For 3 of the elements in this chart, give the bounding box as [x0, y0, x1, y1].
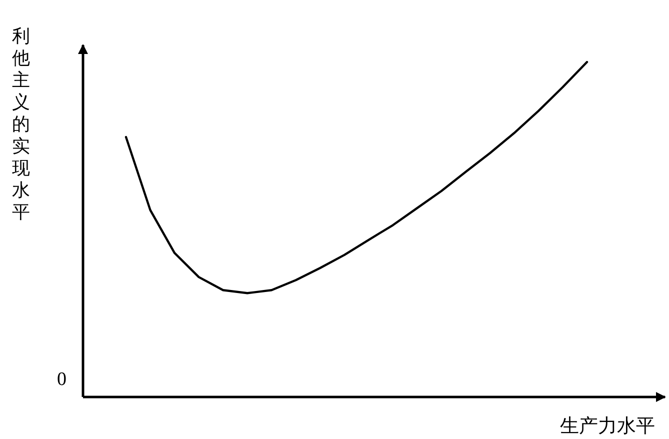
text: 利他主义的实现水平 — [12, 26, 30, 222]
x-axis-title: 生产力水平 — [560, 416, 655, 437]
text: 0 — [57, 369, 66, 390]
